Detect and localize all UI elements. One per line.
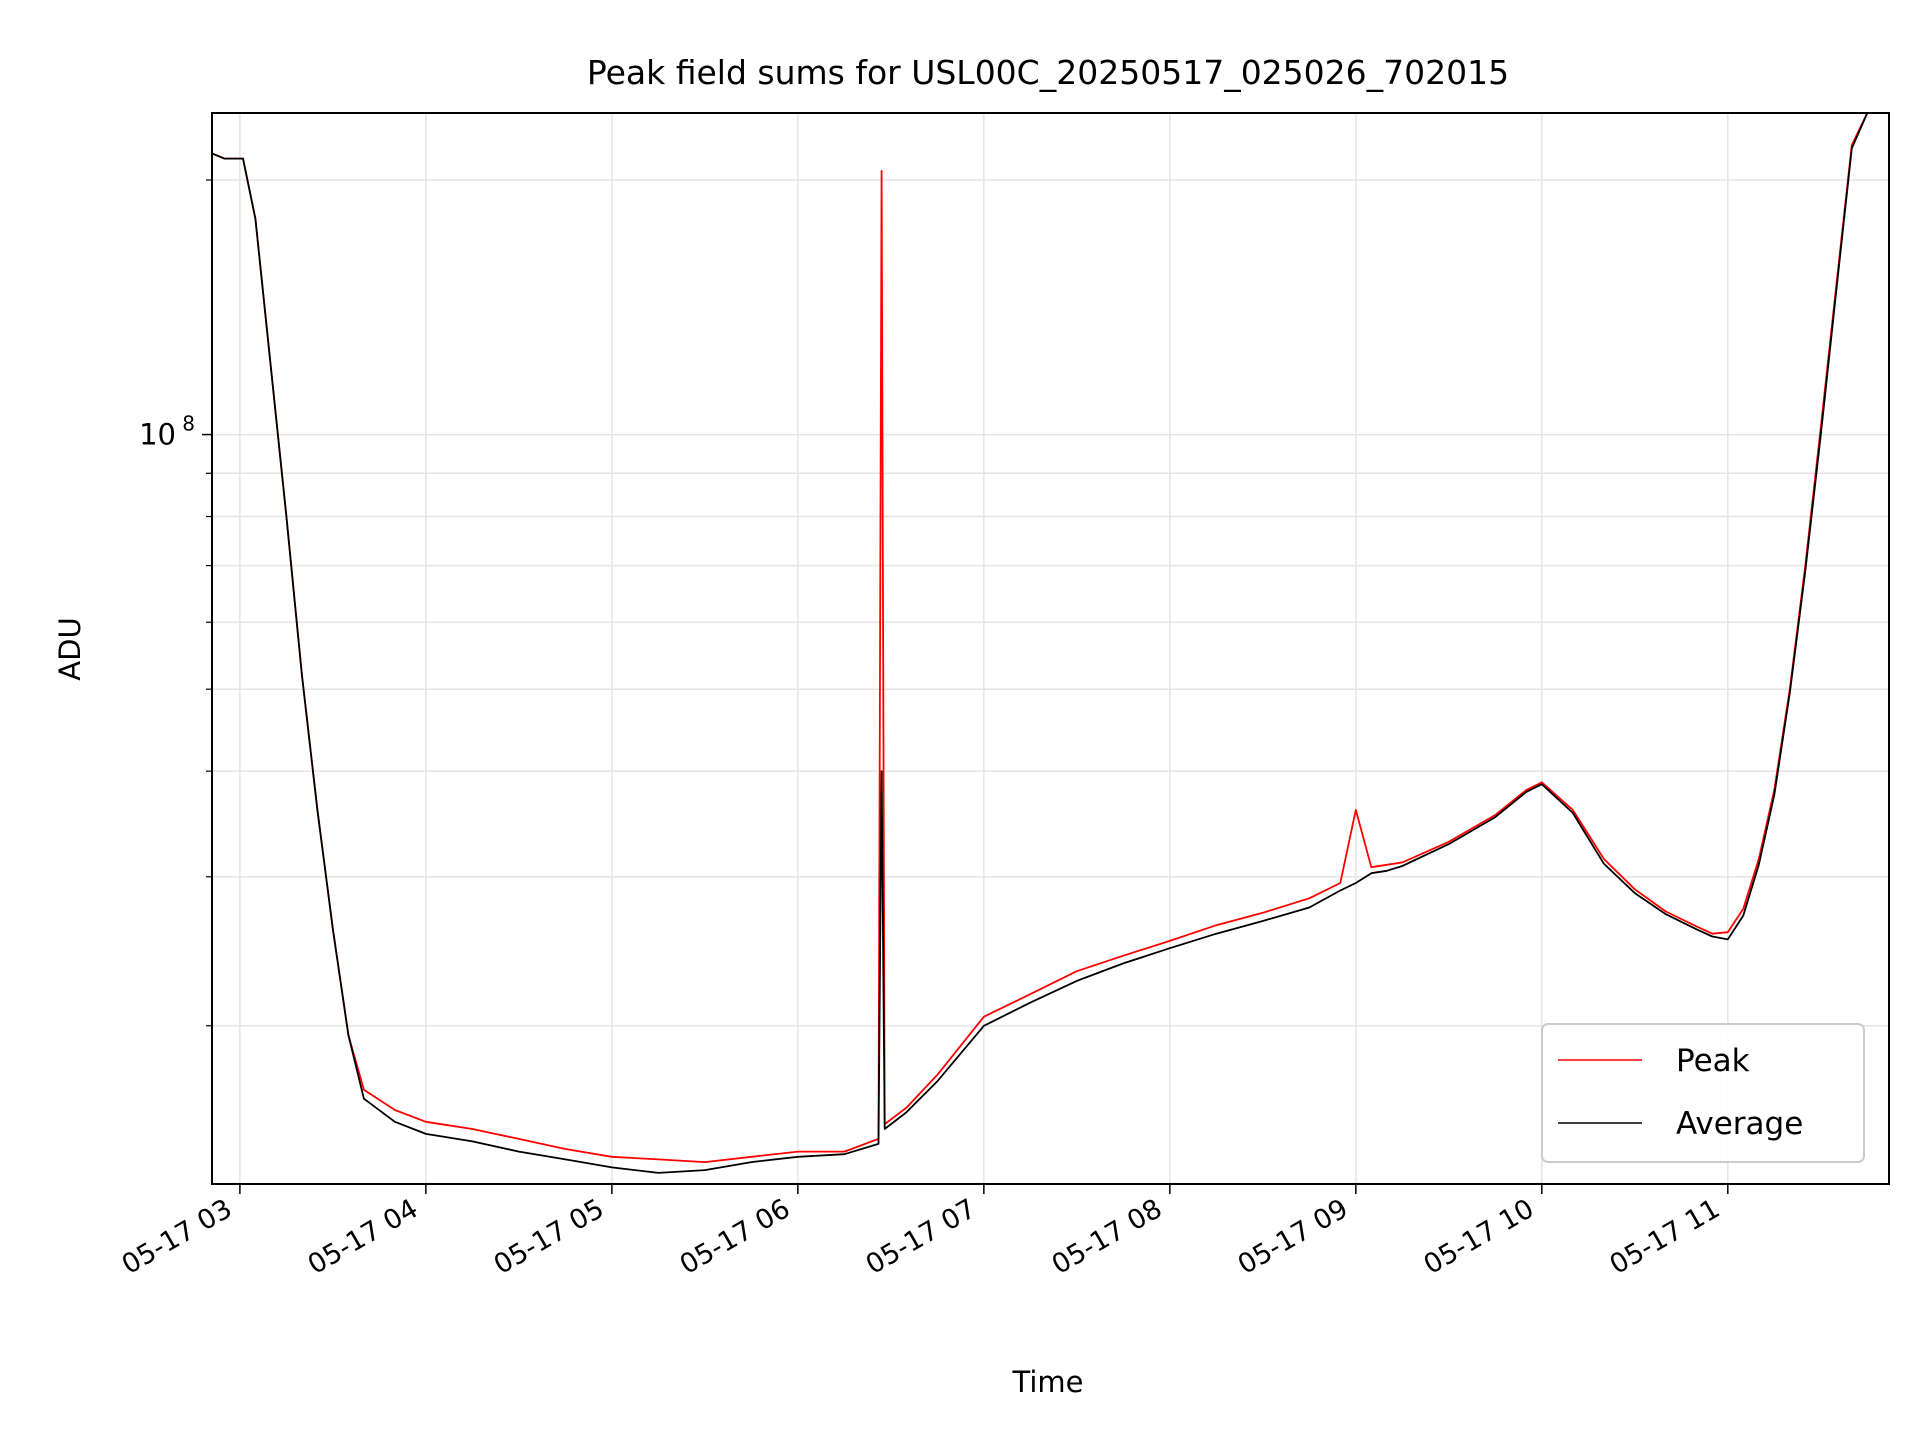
y-tick-label: 10 [139, 418, 176, 452]
y-tick-exponent: 8 [182, 412, 195, 436]
y-axis: 10 8 [139, 179, 212, 1027]
series-layer [211, 112, 1877, 1174]
legend-average-label: Average [1676, 1106, 1803, 1142]
chart-title: Peak field sums for USL00C_20250517_0250… [587, 53, 1509, 92]
legend-peak-label: Peak [1676, 1043, 1750, 1079]
x-axis-label: Time [1012, 1365, 1084, 1399]
y-axis-label: ADU [53, 617, 87, 680]
series-average-line [211, 112, 1877, 1174]
series-peak-line [211, 112, 1877, 1163]
legend: Peak Average [1541, 1023, 1865, 1163]
legend-box [1541, 1023, 1865, 1163]
plot-frame [211, 112, 1890, 1185]
